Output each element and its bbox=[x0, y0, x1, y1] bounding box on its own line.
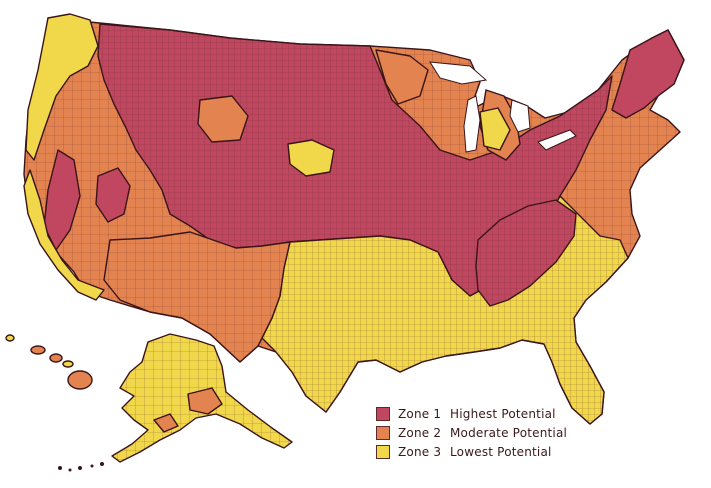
legend: Zone 1 Highest Potential Zone 2 Moderate… bbox=[376, 406, 567, 463]
hawaii-island-4 bbox=[62, 360, 74, 368]
zone1-county-lines bbox=[98, 24, 612, 296]
hawaii-big-island bbox=[67, 370, 93, 390]
alaska-zone2-area-2 bbox=[153, 413, 179, 433]
zone2-minnesota-north bbox=[375, 49, 429, 105]
lake-michigan bbox=[463, 95, 481, 153]
aleutian-islands bbox=[58, 462, 104, 472]
zone1-nevada bbox=[95, 167, 131, 223]
legend-swatch-zone1 bbox=[376, 407, 390, 421]
legend-zone-description: Highest Potential bbox=[450, 407, 556, 421]
lake-erie bbox=[537, 129, 577, 151]
alaska bbox=[111, 333, 293, 463]
legend-swatch-zone2 bbox=[376, 426, 390, 440]
zone3-california-coast bbox=[23, 169, 105, 301]
legend-zone-label: Zone 3 bbox=[398, 445, 442, 459]
hawaii-island-3 bbox=[49, 353, 63, 363]
hawaii bbox=[5, 334, 93, 390]
lake-huron bbox=[509, 99, 531, 133]
hawaii-island-1 bbox=[5, 334, 15, 342]
legend-item-zone3: Zone 3 Lowest Potential bbox=[376, 444, 567, 460]
legend-item-zone2: Zone 2 Moderate Potential bbox=[376, 425, 567, 441]
legend-zone-description: Moderate Potential bbox=[450, 426, 568, 440]
legend-zone-label: Zone 2 bbox=[398, 426, 442, 440]
hawaii-island-2 bbox=[30, 345, 46, 355]
great-lakes bbox=[429, 61, 577, 153]
zone1-northeast bbox=[611, 29, 685, 119]
legend-item-zone1: Zone 1 Highest Potential bbox=[376, 406, 567, 422]
zone1-sierra bbox=[43, 149, 81, 251]
legend-zone-description: Lowest Potential bbox=[450, 445, 552, 459]
zone3-nebraska-patch bbox=[287, 139, 335, 177]
lake-superior bbox=[429, 61, 488, 85]
zone3-pacific-northwest bbox=[25, 13, 99, 161]
legend-swatch-zone3 bbox=[376, 445, 390, 459]
zone3-ohio-valley bbox=[479, 107, 511, 151]
legend-zone-label: Zone 1 bbox=[398, 407, 442, 421]
zone2-wyoming-patch bbox=[197, 95, 249, 143]
alaska-zone2-area bbox=[187, 387, 223, 415]
